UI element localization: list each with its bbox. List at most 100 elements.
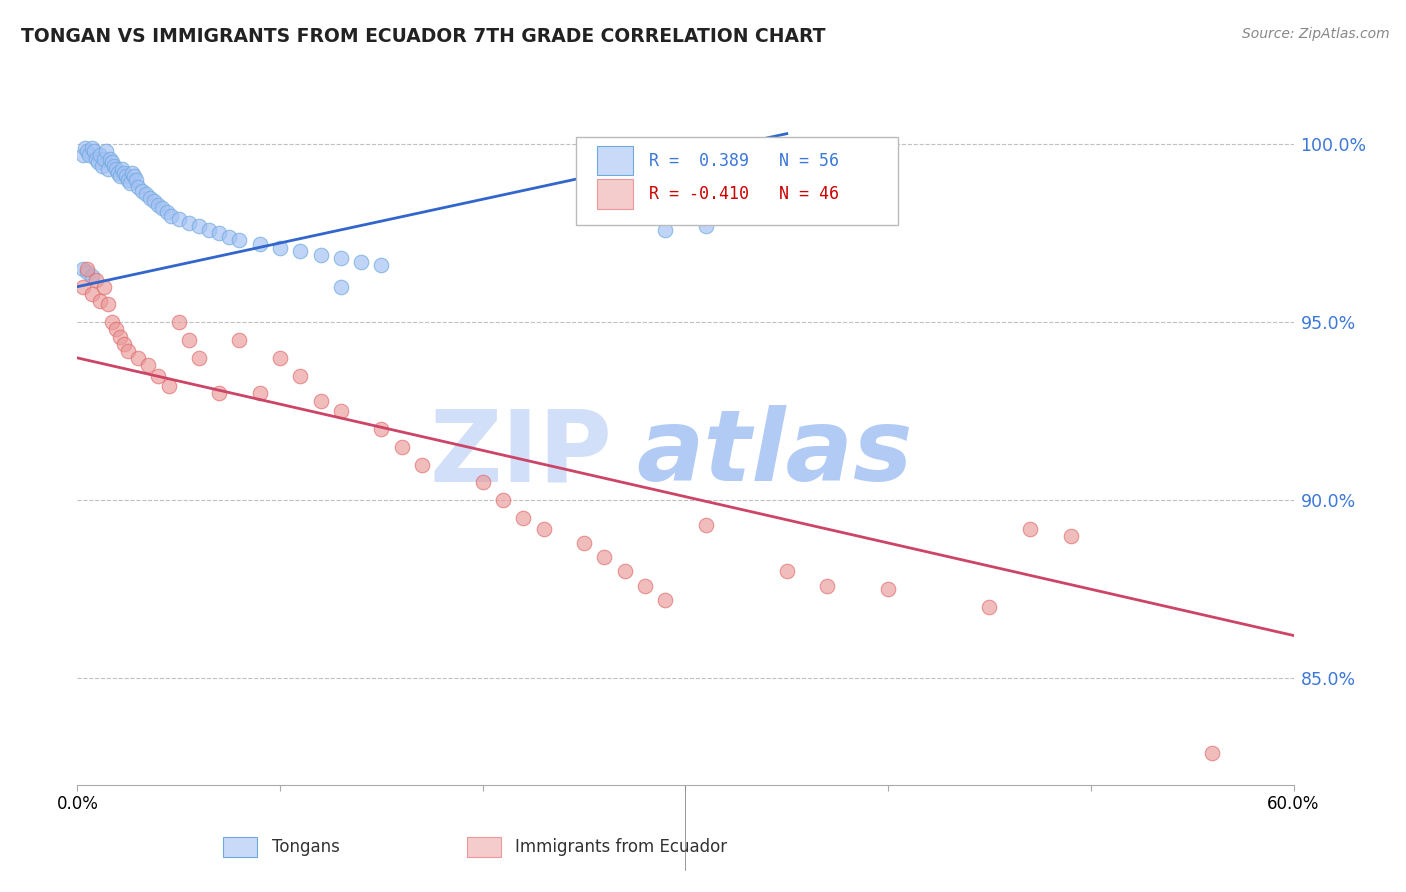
Point	[979, 600, 1001, 615]
Point	[108, 329, 131, 343]
Point	[228, 234, 250, 248]
Point	[108, 169, 131, 184]
Point	[152, 202, 174, 216]
Point	[613, 565, 636, 579]
Point	[89, 148, 111, 162]
Point	[249, 386, 271, 401]
Point	[93, 279, 115, 293]
Point	[125, 173, 148, 187]
Point	[208, 386, 231, 401]
Point	[89, 293, 111, 308]
Bar	[596, 179, 633, 209]
Text: ZIP: ZIP	[430, 405, 613, 502]
Point	[654, 593, 676, 607]
Point	[290, 244, 312, 259]
Point	[572, 536, 595, 550]
Point	[117, 343, 139, 358]
Point	[112, 336, 135, 351]
Point	[143, 194, 166, 209]
Text: atlas: atlas	[637, 405, 914, 502]
Point	[411, 458, 433, 472]
Point	[83, 145, 105, 159]
Point	[101, 155, 124, 169]
Point	[776, 565, 799, 579]
Point	[1059, 529, 1081, 543]
Point	[76, 145, 98, 159]
Point	[97, 297, 120, 311]
Point	[329, 251, 352, 265]
Text: R = -0.410   N = 46: R = -0.410 N = 46	[650, 185, 839, 202]
Point	[198, 223, 221, 237]
Point	[471, 475, 494, 490]
Point	[97, 162, 120, 177]
Point	[309, 248, 332, 262]
Point	[188, 351, 211, 365]
Point	[80, 141, 103, 155]
Text: Immigrants from Ecuador: Immigrants from Ecuador	[515, 838, 727, 856]
Bar	[467, 837, 501, 857]
Point	[94, 145, 117, 159]
Point	[127, 180, 149, 194]
Point	[228, 333, 250, 347]
Bar	[596, 145, 633, 176]
Point	[208, 227, 231, 241]
Point	[127, 351, 149, 365]
Point	[72, 261, 94, 276]
Text: Source: ZipAtlas.com: Source: ZipAtlas.com	[1241, 27, 1389, 41]
Point	[76, 265, 98, 279]
Point	[79, 148, 101, 162]
Point	[118, 177, 141, 191]
Point	[107, 166, 129, 180]
Point	[695, 219, 717, 234]
Point	[84, 272, 107, 286]
Point	[1019, 522, 1042, 536]
Point	[103, 159, 125, 173]
Point	[155, 205, 177, 219]
Point	[101, 315, 124, 329]
Point	[80, 286, 103, 301]
Point	[148, 198, 170, 212]
Point	[1201, 746, 1223, 760]
Point	[75, 141, 97, 155]
FancyBboxPatch shape	[576, 136, 898, 225]
Point	[329, 404, 352, 418]
Point	[93, 152, 115, 166]
Point	[111, 162, 134, 177]
Point	[177, 333, 200, 347]
Point	[370, 422, 392, 436]
Point	[593, 550, 616, 565]
Point	[115, 169, 138, 184]
Bar	[224, 837, 257, 857]
Point	[177, 216, 200, 230]
Point	[269, 351, 291, 365]
Y-axis label: 7th Grade: 7th Grade	[0, 394, 7, 471]
Point	[877, 582, 900, 597]
Text: TONGAN VS IMMIGRANTS FROM ECUADOR 7TH GRADE CORRELATION CHART: TONGAN VS IMMIGRANTS FROM ECUADOR 7TH GR…	[21, 27, 825, 45]
Point	[533, 522, 555, 536]
Text: R =  0.389   N = 56: R = 0.389 N = 56	[650, 152, 839, 169]
Point	[329, 279, 352, 293]
Point	[86, 155, 108, 169]
Point	[167, 315, 190, 329]
Point	[84, 152, 107, 166]
Point	[512, 511, 534, 525]
Point	[122, 169, 145, 184]
Point	[159, 209, 181, 223]
Point	[135, 187, 157, 202]
Point	[72, 279, 94, 293]
Point	[139, 191, 162, 205]
Point	[167, 212, 190, 227]
Point	[157, 379, 180, 393]
Point	[370, 258, 392, 272]
Point	[654, 223, 676, 237]
Text: Tongans: Tongans	[271, 838, 340, 856]
Point	[350, 254, 373, 268]
Point	[104, 162, 127, 177]
Point	[309, 393, 332, 408]
Point	[188, 219, 211, 234]
Point	[98, 152, 121, 166]
Point	[815, 579, 838, 593]
Point	[136, 358, 159, 372]
Point	[117, 173, 139, 187]
Point	[492, 493, 515, 508]
